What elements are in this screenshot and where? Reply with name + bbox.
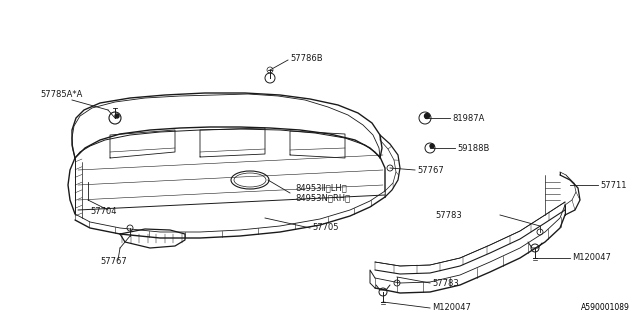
Circle shape <box>430 144 434 148</box>
Text: 57705: 57705 <box>312 223 339 233</box>
Text: A590001089: A590001089 <box>581 303 630 312</box>
Text: 84953Ⅱ〈LH〉: 84953Ⅱ〈LH〉 <box>295 183 347 193</box>
Text: 57783: 57783 <box>432 278 459 287</box>
Text: 57785A*A: 57785A*A <box>40 90 83 99</box>
Text: 57704: 57704 <box>90 207 116 217</box>
Text: M120047: M120047 <box>572 253 611 262</box>
Text: M120047: M120047 <box>432 303 471 313</box>
Text: 84953N〈RH〉: 84953N〈RH〉 <box>295 194 350 203</box>
Text: 57767: 57767 <box>417 165 444 174</box>
Text: 57783: 57783 <box>435 211 462 220</box>
Text: 57767: 57767 <box>100 258 127 267</box>
Text: 57786B: 57786B <box>290 53 323 62</box>
Circle shape <box>115 114 119 118</box>
Text: 81987A: 81987A <box>452 114 484 123</box>
Text: 59188B: 59188B <box>457 143 490 153</box>
Circle shape <box>424 114 429 118</box>
Text: 57711: 57711 <box>600 180 627 189</box>
